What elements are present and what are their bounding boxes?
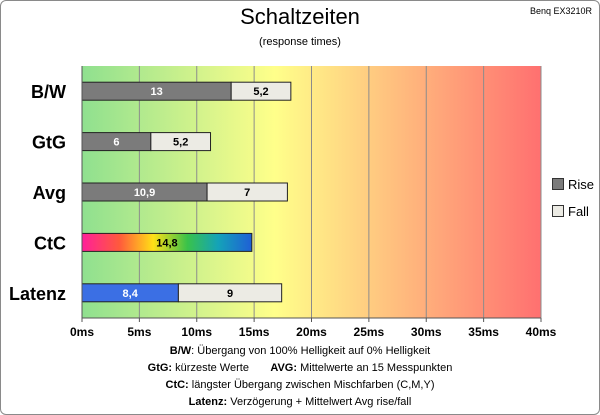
monitor-model-label: Benq EX3210R xyxy=(529,6,592,16)
note-ctc-key: CtC: xyxy=(165,379,189,391)
note-avg-text: Mittelwerte an 15 Messpunkten xyxy=(297,362,453,374)
bar-rise-label: 14,8 xyxy=(156,237,177,249)
category-label: GtG xyxy=(32,133,66,153)
note-avg-key: AVG: xyxy=(270,362,298,374)
x-tick-label: 40ms xyxy=(526,325,557,339)
bar-rise-label: 10,9 xyxy=(134,187,155,199)
bar-fall-label: 5,2 xyxy=(253,86,268,98)
bar-fall-label: 5,2 xyxy=(173,137,188,149)
category-labels: B/W GtG Avg CtC Latenz xyxy=(9,82,66,304)
legend-item-fall: Fall xyxy=(552,204,589,219)
note-bw-text: : Übergang von 100% Helligkeit auf 0% He… xyxy=(191,345,431,357)
x-tick-label: 30ms xyxy=(411,325,442,339)
note-latenz-key: Latenz: xyxy=(188,396,228,408)
chart-title: Schaltzeiten xyxy=(240,4,360,29)
x-tick-label: 0ms xyxy=(70,325,94,339)
x-tick-label: 5ms xyxy=(127,325,151,339)
chart-notes: B/W: Übergang von 100% Helligkeit auf 0%… xyxy=(0,343,600,411)
x-axis: 0ms 5ms 10ms 15ms 20ms 25ms 30ms 35ms 40ms xyxy=(70,66,557,339)
x-tick-label: 20ms xyxy=(296,325,327,339)
bar-fall-label: 9 xyxy=(227,288,233,300)
legend-label-rise: Rise xyxy=(568,177,595,192)
bar-rise-label: 13 xyxy=(150,86,162,98)
legend-item-rise: Rise xyxy=(552,177,594,192)
note-gtg-key: GtG: xyxy=(147,362,173,374)
category-label: B/W xyxy=(31,82,66,102)
bar-fall xyxy=(177,283,283,303)
note-bw-key: B/W xyxy=(169,345,192,357)
bar-rise-label: 6 xyxy=(113,137,119,149)
category-label: Avg xyxy=(33,183,66,203)
bar-rise-label: 8,4 xyxy=(123,288,139,300)
x-tick-label: 15ms xyxy=(239,325,270,339)
note-gtg-text: kürzeste Werte xyxy=(172,362,249,374)
bar-fall xyxy=(230,81,292,101)
chart-subtitle: (response times) xyxy=(259,36,341,48)
note-ctc-text: längster Übergang zwischen Mischfarben (… xyxy=(188,379,435,391)
x-tick-label: 35ms xyxy=(468,325,499,339)
note-latenz-text: Verzögerung + Mittelwert Avg rise/fall xyxy=(227,396,412,408)
note-ctc: CtC: längster Übergang zwischen Mischfar… xyxy=(0,377,600,394)
x-tick-label: 10ms xyxy=(181,325,212,339)
note-gtg-avg: GtG: kürzeste Werte AVG: Mittelwerte an … xyxy=(0,360,600,377)
bars: 13 5,2 6 5,2 10,9 7 14,8 8,4 9 xyxy=(81,81,292,303)
legend-label-fall: Fall xyxy=(568,204,589,219)
bar-fall xyxy=(150,132,212,152)
legend-swatch-rise xyxy=(552,178,564,190)
bar-fall-label: 7 xyxy=(244,187,250,199)
x-tick-label: 25ms xyxy=(354,325,385,339)
note-latenz: Latenz: Verzögerung + Mittelwert Avg ris… xyxy=(0,394,600,411)
category-label: CtC xyxy=(34,233,66,253)
bar-fall xyxy=(206,182,288,202)
legend-swatch-fall xyxy=(552,205,564,217)
category-label: Latenz xyxy=(9,284,66,304)
note-bw: B/W: Übergang von 100% Helligkeit auf 0%… xyxy=(0,343,600,360)
